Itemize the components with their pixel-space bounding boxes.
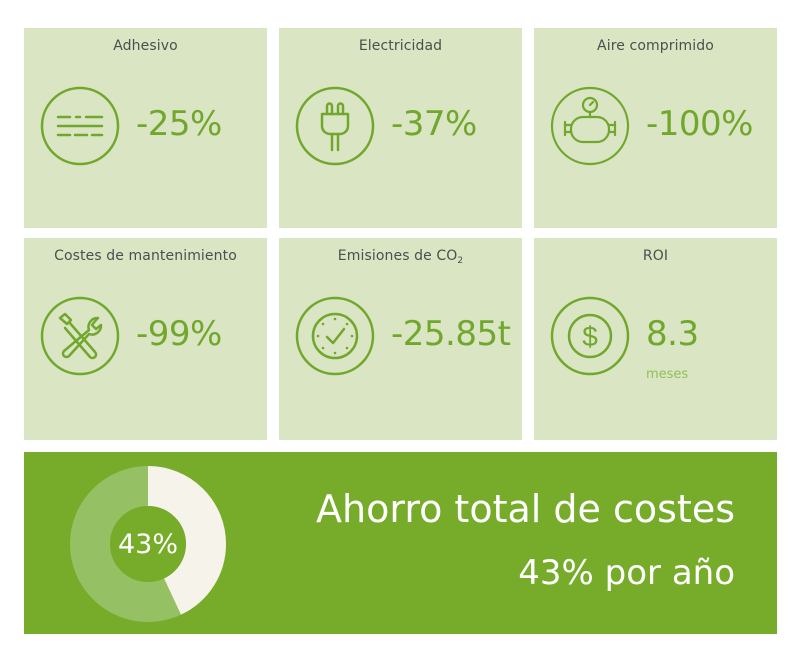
donut-center-label: 43% (117, 528, 178, 560)
compressed-air-tank-icon (550, 86, 630, 166)
tile-roi: ROI $ 8.3 meses (534, 238, 777, 440)
banner-title: Ahorro total de costes (316, 487, 735, 531)
plug-icon (295, 86, 375, 166)
clock-check-icon (295, 296, 375, 376)
tools-icon (40, 296, 120, 376)
svg-text:$: $ (582, 321, 598, 352)
maintenance-value: -99% (136, 314, 222, 354)
tile-label: Emisiones de CO2 (337, 248, 464, 266)
co2-value: -25.85t (391, 314, 511, 354)
tile-maintenance: Costes de mantenimiento -99% (24, 238, 267, 440)
compressed-air-value: -100% (646, 104, 753, 144)
total-savings-banner: 43% Ahorro total de costes 43% por año (24, 452, 777, 634)
dollar-coin-icon: $ (550, 296, 630, 376)
adhesive-value: -25% (136, 104, 222, 144)
tile-adhesive: Adhesivo -25% (24, 28, 267, 228)
adhesive-lines-icon (40, 86, 120, 166)
tile-compressed-air: Aire comprimido -100% (534, 28, 777, 228)
roi-value: 8.3 (646, 314, 699, 354)
tile-label: Adhesivo (113, 38, 178, 54)
tile-electricity: Electricidad -37% (279, 28, 522, 228)
tile-label: Aire comprimido (597, 38, 714, 54)
roi-unit: meses (646, 367, 689, 382)
tile-label: ROI (642, 248, 669, 264)
tile-label: Electricidad (358, 38, 443, 54)
tile-label: Costes de mantenimiento (54, 248, 237, 264)
tile-co2-emissions: Emisiones de CO2 -25.85t (279, 238, 522, 440)
electricity-value: -37% (391, 104, 477, 144)
banner-subtitle: 43% por año (518, 553, 735, 593)
savings-donut-chart (70, 466, 226, 622)
